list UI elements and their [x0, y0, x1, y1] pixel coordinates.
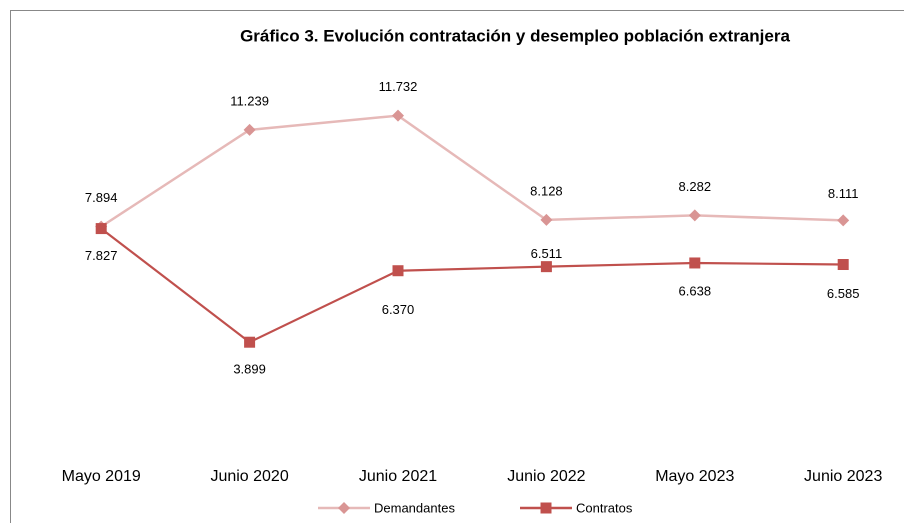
point-marker: [837, 259, 849, 271]
data-label: 6.370: [382, 302, 415, 317]
data-label: 3.899: [233, 362, 266, 377]
data-label: 6.638: [679, 283, 712, 298]
chart-border: [10, 10, 904, 523]
point-marker: [837, 214, 850, 227]
data-label: 8.111: [828, 186, 859, 201]
legend-label: Contratos: [576, 500, 633, 515]
x-tick-label: Mayo 2019: [62, 468, 141, 485]
x-tick-label: Junio 2021: [359, 468, 437, 485]
point-marker: [392, 109, 404, 122]
data-label: 6.585: [827, 286, 860, 301]
data-label: 7.827: [85, 248, 118, 263]
legend-marker: [540, 502, 552, 514]
point-marker: [95, 223, 107, 235]
data-label: 8.128: [530, 183, 563, 198]
point-marker: [689, 257, 701, 269]
point-marker: [540, 213, 553, 226]
x-tick-label: Mayo 2023: [655, 468, 734, 485]
data-label: 11.732: [379, 79, 418, 94]
x-tick-label: Junio 2020: [210, 468, 288, 485]
data-label: 7.894: [85, 190, 118, 205]
data-label: 6.511: [531, 246, 563, 261]
chart-title: Gráfico 3. Evolución contratación y dese…: [240, 26, 790, 45]
x-tick-label: Junio 2023: [804, 468, 882, 485]
point-marker: [243, 123, 256, 136]
data-label: 8.282: [679, 179, 712, 194]
data-label: 11.239: [230, 93, 269, 108]
point-marker: [244, 336, 256, 348]
point-marker: [540, 261, 552, 273]
series-line: [100, 227, 844, 344]
point-marker: [688, 209, 701, 222]
x-tick-label: Junio 2022: [507, 468, 585, 485]
series-line: [100, 114, 844, 228]
legend-marker: [338, 502, 350, 514]
point-marker: [392, 265, 404, 277]
legend-label: Demandantes: [374, 500, 455, 515]
